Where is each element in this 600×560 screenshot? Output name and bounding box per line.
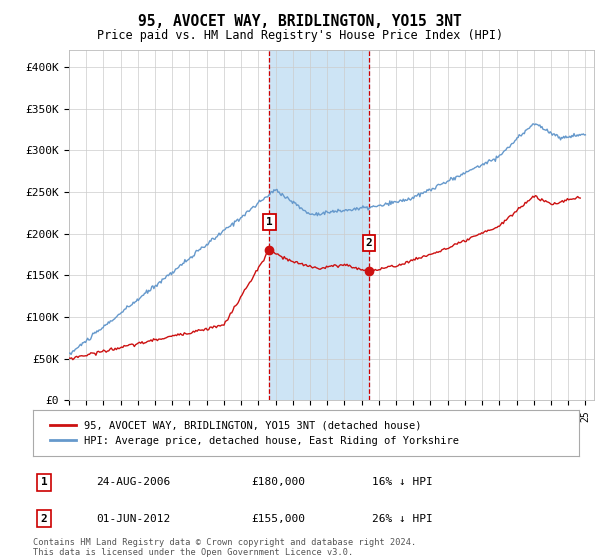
Text: Contains HM Land Registry data © Crown copyright and database right 2024.
This d: Contains HM Land Registry data © Crown c… bbox=[33, 538, 416, 557]
Text: 01-JUN-2012: 01-JUN-2012 bbox=[96, 514, 170, 524]
Text: Price paid vs. HM Land Registry's House Price Index (HPI): Price paid vs. HM Land Registry's House … bbox=[97, 29, 503, 42]
Text: 1: 1 bbox=[266, 217, 273, 227]
Text: 26% ↓ HPI: 26% ↓ HPI bbox=[371, 514, 432, 524]
Text: £180,000: £180,000 bbox=[251, 478, 305, 487]
Legend: 95, AVOCET WAY, BRIDLINGTON, YO15 3NT (detached house), HPI: Average price, deta: 95, AVOCET WAY, BRIDLINGTON, YO15 3NT (d… bbox=[44, 414, 466, 452]
Bar bbox=[269, 50, 369, 400]
Text: 95, AVOCET WAY, BRIDLINGTON, YO15 3NT: 95, AVOCET WAY, BRIDLINGTON, YO15 3NT bbox=[138, 14, 462, 29]
Text: 2: 2 bbox=[365, 238, 372, 248]
Text: 1: 1 bbox=[41, 478, 47, 487]
Text: 2: 2 bbox=[41, 514, 47, 524]
Text: 16% ↓ HPI: 16% ↓ HPI bbox=[371, 478, 432, 487]
Text: 24-AUG-2006: 24-AUG-2006 bbox=[96, 478, 170, 487]
Text: £155,000: £155,000 bbox=[251, 514, 305, 524]
